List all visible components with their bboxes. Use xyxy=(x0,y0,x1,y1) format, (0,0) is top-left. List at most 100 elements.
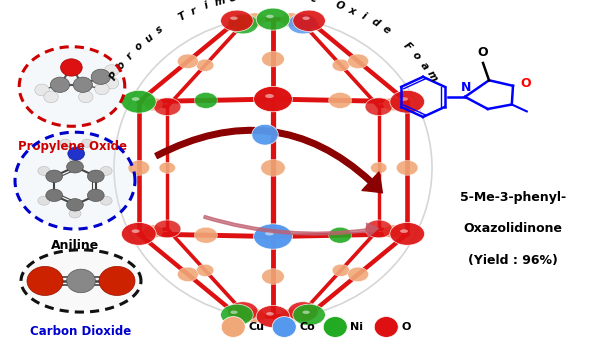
Ellipse shape xyxy=(67,269,95,293)
Text: m: m xyxy=(425,69,439,83)
Ellipse shape xyxy=(348,54,368,69)
Ellipse shape xyxy=(15,132,135,229)
Ellipse shape xyxy=(227,302,258,322)
Ellipse shape xyxy=(19,47,125,126)
Ellipse shape xyxy=(288,302,319,322)
Text: t: t xyxy=(243,0,249,2)
Ellipse shape xyxy=(296,307,316,320)
Ellipse shape xyxy=(281,309,301,323)
Text: o: o xyxy=(115,60,128,72)
Ellipse shape xyxy=(69,154,81,163)
Text: o: o xyxy=(410,50,422,62)
Ellipse shape xyxy=(67,199,83,211)
Ellipse shape xyxy=(194,227,217,243)
Text: O: O xyxy=(520,77,531,90)
Ellipse shape xyxy=(230,17,238,20)
Ellipse shape xyxy=(50,77,70,92)
Ellipse shape xyxy=(227,14,258,34)
Ellipse shape xyxy=(390,222,425,245)
Text: s: s xyxy=(154,24,165,36)
Ellipse shape xyxy=(221,304,253,326)
Ellipse shape xyxy=(296,16,316,29)
Ellipse shape xyxy=(230,16,250,29)
Ellipse shape xyxy=(128,160,149,175)
Ellipse shape xyxy=(254,224,292,249)
Ellipse shape xyxy=(230,307,250,320)
Ellipse shape xyxy=(293,304,325,326)
Ellipse shape xyxy=(397,160,418,175)
Ellipse shape xyxy=(323,317,347,337)
Text: e: e xyxy=(228,0,237,4)
Text: r: r xyxy=(190,5,199,16)
Ellipse shape xyxy=(254,86,292,112)
Ellipse shape xyxy=(374,317,398,337)
Ellipse shape xyxy=(400,97,408,101)
Text: m: m xyxy=(213,0,226,8)
Ellipse shape xyxy=(262,269,284,284)
Ellipse shape xyxy=(88,170,104,183)
Text: Co: Co xyxy=(299,322,315,332)
Text: O: O xyxy=(478,46,488,59)
Ellipse shape xyxy=(252,124,278,145)
Ellipse shape xyxy=(371,162,387,173)
Ellipse shape xyxy=(230,311,238,314)
Ellipse shape xyxy=(245,309,265,323)
Ellipse shape xyxy=(302,311,310,314)
Ellipse shape xyxy=(68,147,85,160)
Text: F: F xyxy=(401,40,413,53)
Ellipse shape xyxy=(100,166,112,175)
Ellipse shape xyxy=(265,94,274,98)
Ellipse shape xyxy=(38,196,50,205)
Ellipse shape xyxy=(27,266,63,295)
Text: O: O xyxy=(334,0,345,12)
Text: Cu: Cu xyxy=(248,322,264,332)
Ellipse shape xyxy=(302,17,310,20)
Ellipse shape xyxy=(390,90,425,113)
Ellipse shape xyxy=(104,65,119,76)
Text: N: N xyxy=(461,81,472,94)
Ellipse shape xyxy=(121,222,156,245)
Ellipse shape xyxy=(104,77,119,89)
Ellipse shape xyxy=(266,15,274,18)
Ellipse shape xyxy=(365,98,392,116)
Text: c: c xyxy=(310,0,317,4)
Ellipse shape xyxy=(35,84,49,96)
Ellipse shape xyxy=(348,267,368,282)
Text: r: r xyxy=(124,51,136,61)
Ellipse shape xyxy=(143,98,163,111)
Ellipse shape xyxy=(88,189,104,201)
Ellipse shape xyxy=(383,98,403,111)
Ellipse shape xyxy=(256,306,290,328)
Ellipse shape xyxy=(256,8,290,30)
Text: Ni: Ni xyxy=(350,322,363,332)
Ellipse shape xyxy=(332,59,350,71)
Ellipse shape xyxy=(265,231,274,236)
Text: Oxazolidinone: Oxazolidinone xyxy=(464,222,563,235)
Text: a: a xyxy=(418,60,431,72)
Ellipse shape xyxy=(46,170,62,183)
Ellipse shape xyxy=(67,161,83,173)
Ellipse shape xyxy=(73,77,92,92)
Ellipse shape xyxy=(178,267,198,282)
Ellipse shape xyxy=(383,225,403,238)
Ellipse shape xyxy=(194,92,217,108)
FancyArrowPatch shape xyxy=(155,127,382,193)
Text: Propylene Oxide: Propylene Oxide xyxy=(17,140,127,153)
Ellipse shape xyxy=(154,220,181,238)
Text: P: P xyxy=(107,70,120,82)
Ellipse shape xyxy=(132,97,140,101)
Ellipse shape xyxy=(329,92,352,108)
Ellipse shape xyxy=(91,69,110,84)
Ellipse shape xyxy=(272,317,296,337)
Ellipse shape xyxy=(221,317,245,337)
Ellipse shape xyxy=(61,59,82,76)
Ellipse shape xyxy=(245,13,265,27)
FancyArrowPatch shape xyxy=(203,216,379,237)
Text: Aniline: Aniline xyxy=(51,239,99,253)
Ellipse shape xyxy=(400,229,408,233)
Ellipse shape xyxy=(196,59,214,71)
Ellipse shape xyxy=(196,264,214,276)
Text: T: T xyxy=(176,10,188,22)
Ellipse shape xyxy=(178,54,198,69)
Ellipse shape xyxy=(266,312,274,316)
